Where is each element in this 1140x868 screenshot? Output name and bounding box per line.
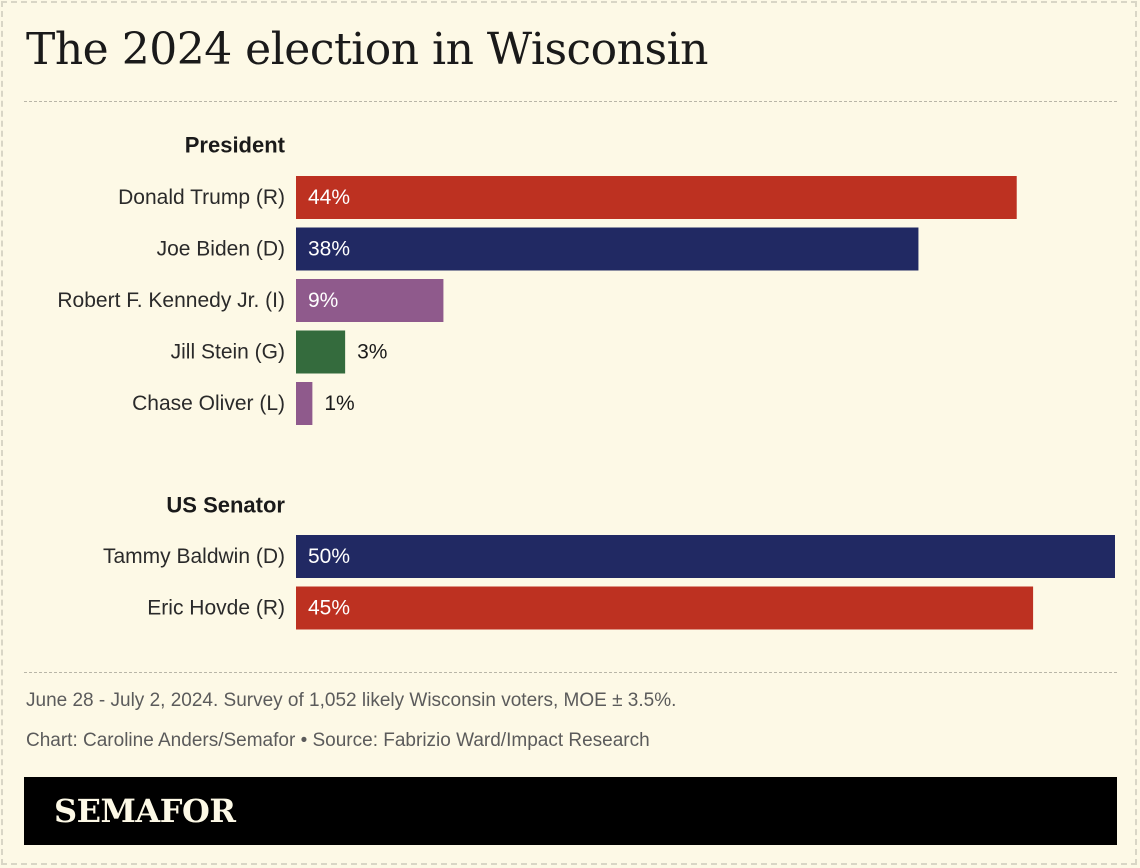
bar xyxy=(296,586,1034,630)
bar xyxy=(296,279,444,322)
bar-value-label: 9% xyxy=(308,289,338,312)
bar xyxy=(296,382,313,425)
bar-label: Robert F. Kennedy Jr. (I) xyxy=(57,289,285,312)
bar-value-label: 50% xyxy=(308,545,350,568)
bar-label: Eric Hovde (R) xyxy=(147,597,285,620)
brand-footer: SEMAFOR xyxy=(24,777,1117,845)
bar-value-label: 44% xyxy=(308,186,350,209)
bar xyxy=(296,227,919,271)
bar xyxy=(296,176,1017,219)
bar-value-label: 3% xyxy=(357,341,387,364)
bar-label: Tammy Baldwin (D) xyxy=(103,545,285,568)
bar-label: Jill Stein (G) xyxy=(171,341,285,364)
group-heading: President xyxy=(185,133,286,158)
bar-label: Chase Oliver (L) xyxy=(132,392,285,415)
bar-value-label: 45% xyxy=(308,597,350,620)
bar-label: Joe Biden (D) xyxy=(157,238,285,261)
bar-label: Donald Trump (R) xyxy=(118,186,285,209)
title-divider xyxy=(24,101,1117,102)
semafor-logo: SEMAFOR xyxy=(54,792,236,830)
chart-title: The 2024 election in Wisconsin xyxy=(26,24,709,75)
bar xyxy=(296,330,346,374)
survey-note: June 28 - July 2, 2024. Survey of 1,052 … xyxy=(26,690,677,711)
group-heading: US Senator xyxy=(166,493,285,518)
bar-value-label: 38% xyxy=(308,238,350,261)
source-credit: Chart: Caroline Anders/Semafor • Source:… xyxy=(26,730,650,751)
bar-value-label: 1% xyxy=(324,392,354,415)
footer-divider xyxy=(24,672,1117,673)
bar xyxy=(296,535,1115,578)
